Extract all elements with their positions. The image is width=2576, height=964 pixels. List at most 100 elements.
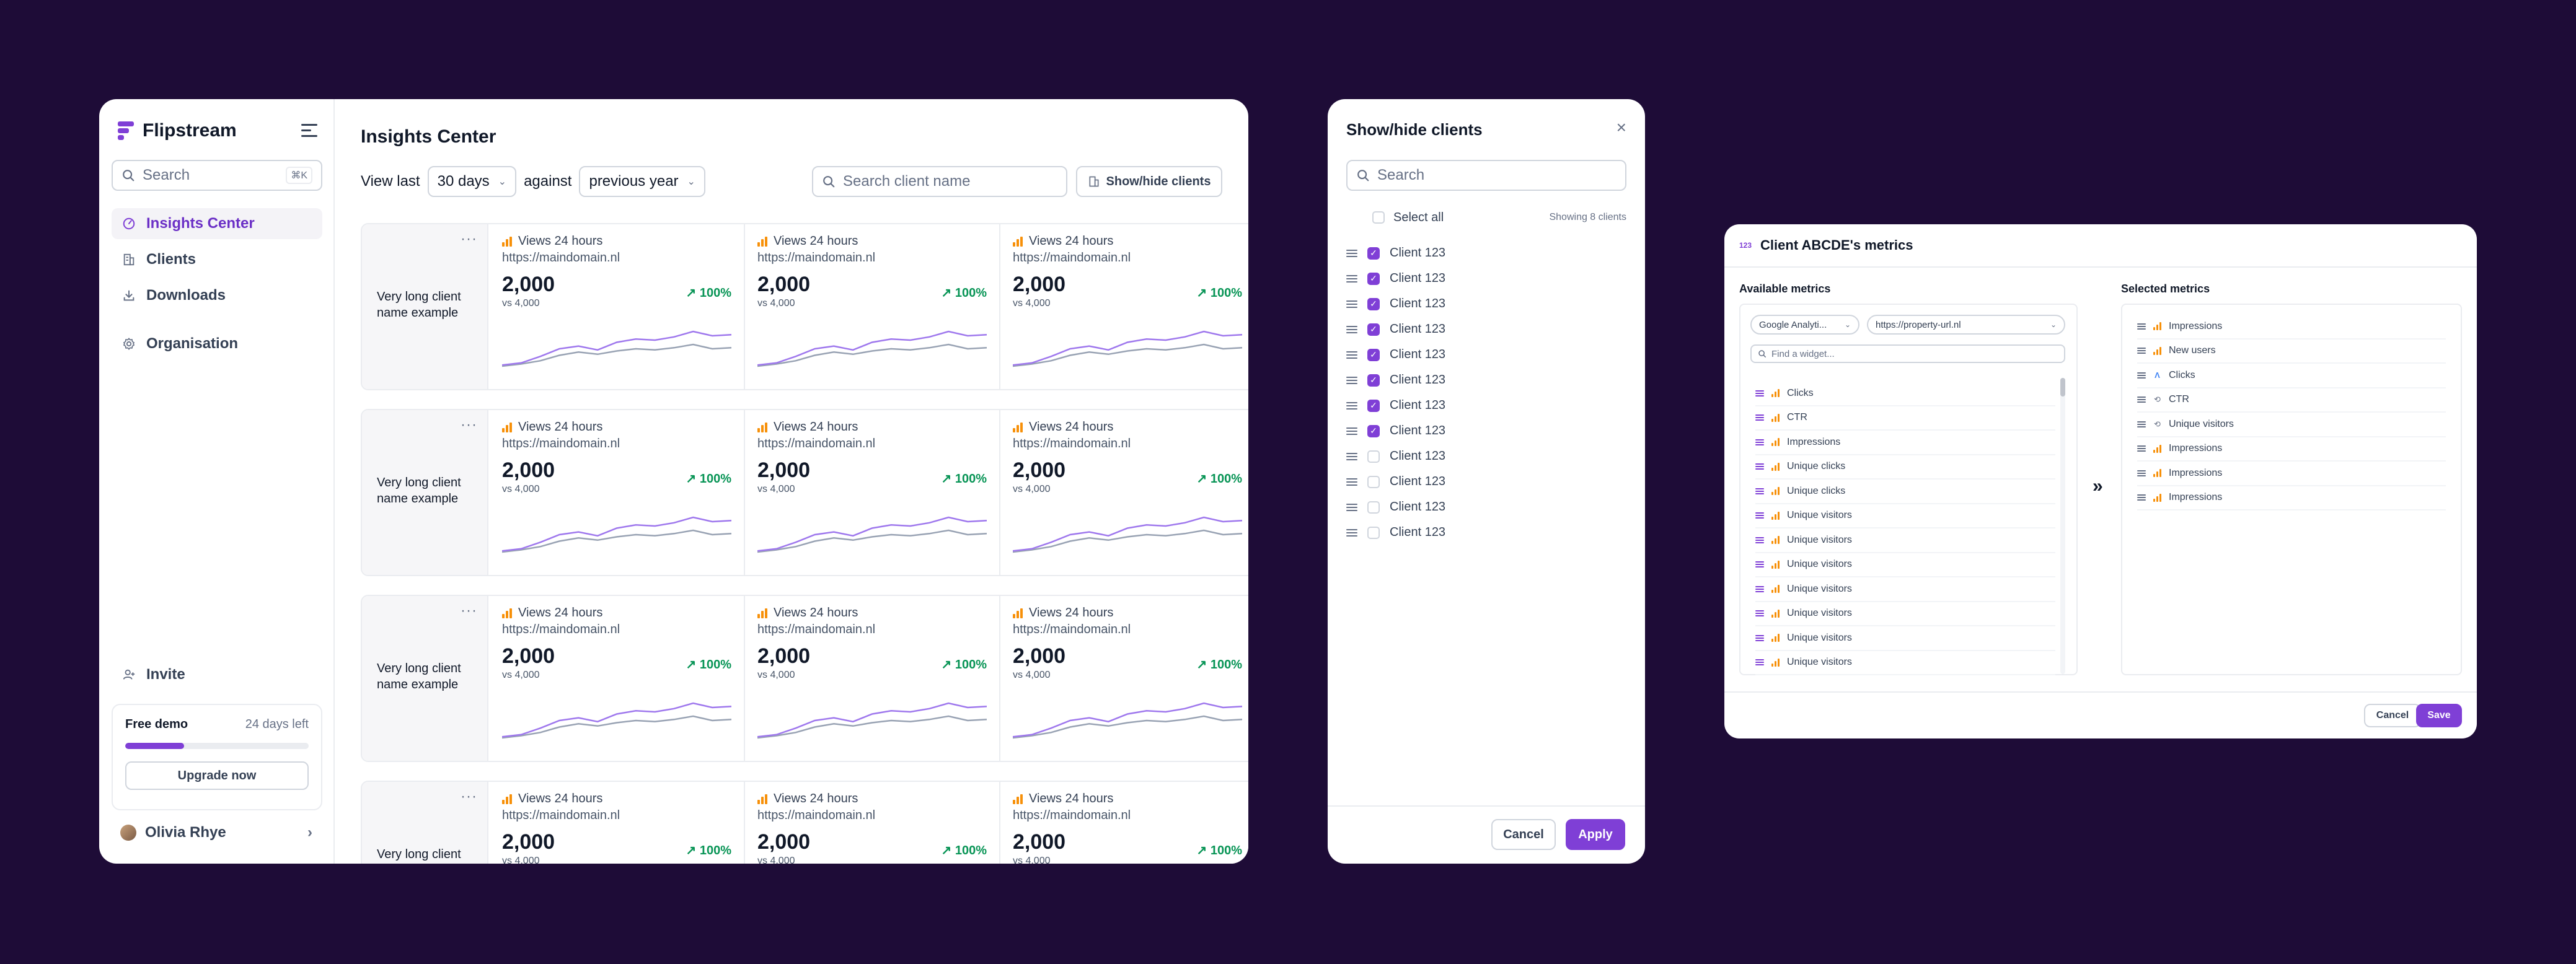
period-select[interactable]: 30 days ⌄ xyxy=(427,166,517,197)
selected-metric-item[interactable]: ⟲ Unique visitors xyxy=(2137,413,2446,437)
scrollbar-thumb[interactable] xyxy=(2060,378,2065,397)
drag-handle-icon[interactable] xyxy=(1755,659,1764,666)
cancel-button[interactable]: Cancel xyxy=(1491,819,1556,850)
client-list-item[interactable]: Client 123 xyxy=(1346,469,1626,494)
drag-handle-icon[interactable] xyxy=(1346,274,1357,283)
available-metric-item[interactable]: Unique visitors xyxy=(1755,602,2055,626)
metric-widget[interactable]: Views 24 hours https://maindomain.nl 2,000… xyxy=(490,782,745,864)
sidebar-item-clients[interactable]: Clients xyxy=(112,244,322,275)
client-list-item[interactable]: ✓ Client 123 xyxy=(1346,317,1626,342)
client-checkbox[interactable]: ✓ xyxy=(1367,297,1380,310)
drag-handle-icon[interactable] xyxy=(1755,537,1764,543)
sidebar-item-insights-center[interactable]: Insights Center xyxy=(112,208,322,239)
drag-handle-icon[interactable] xyxy=(2137,494,2146,501)
source-select[interactable]: Google Analyti... ⌄ xyxy=(1750,315,1859,335)
sidebar-item-organisation[interactable]: Organisation xyxy=(112,328,322,359)
client-checkbox[interactable]: ✓ xyxy=(1367,374,1380,387)
menu-toggle-icon[interactable] xyxy=(301,124,317,138)
drag-handle-icon[interactable] xyxy=(1755,610,1764,617)
invite-button[interactable]: Invite xyxy=(112,659,322,690)
available-metric-item[interactable]: Unique clicks xyxy=(1755,480,2055,504)
property-select[interactable]: https://property-url.nl ⌄ xyxy=(1867,315,2065,335)
drag-handle-icon[interactable] xyxy=(1346,401,1357,410)
selected-metric-item[interactable]: Impressions xyxy=(2137,462,2446,486)
available-metric-item[interactable]: Unique visitors xyxy=(1755,528,2055,553)
drag-handle-icon[interactable] xyxy=(1755,561,1764,568)
client-checkbox[interactable]: ✓ xyxy=(1367,424,1380,437)
metric-widget[interactable]: Views 24 hours https://maindomain.nl 2,000… xyxy=(1000,596,1248,761)
upgrade-now-button[interactable]: Upgrade now xyxy=(125,761,309,790)
drag-handle-icon[interactable] xyxy=(2137,445,2146,452)
clients-search-input[interactable]: Search xyxy=(1346,160,1626,191)
selected-metric-item[interactable]: New users xyxy=(2137,340,2446,364)
comparison-select[interactable]: previous year ⌄ xyxy=(579,166,705,197)
available-metric-item[interactable]: Unique visitors xyxy=(1755,504,2055,528)
drag-handle-icon[interactable] xyxy=(1346,528,1357,537)
client-checkbox[interactable] xyxy=(1367,450,1380,463)
selected-metric-item[interactable]: Impressions xyxy=(2137,486,2446,510)
drag-handle-icon[interactable] xyxy=(2137,421,2146,427)
drag-handle-icon[interactable] xyxy=(1755,463,1764,470)
save-button[interactable]: Save xyxy=(2416,704,2462,727)
available-metric-item[interactable]: CTR xyxy=(1755,406,2055,431)
client-checkbox[interactable]: ✓ xyxy=(1367,247,1380,260)
more-options-icon[interactable]: ··· xyxy=(461,602,477,619)
drag-handle-icon[interactable] xyxy=(1755,585,1764,592)
metric-widget[interactable]: Views 24 hours https://maindomain.nl 2,000… xyxy=(745,410,1000,575)
more-options-icon[interactable]: ··· xyxy=(461,230,477,247)
client-checkbox[interactable]: ✓ xyxy=(1367,323,1380,336)
drag-handle-icon[interactable] xyxy=(2137,470,2146,476)
available-metric-item[interactable]: Impressions xyxy=(1755,431,2055,455)
available-metric-item[interactable]: Unique visitors xyxy=(1755,626,2055,651)
available-metric-item[interactable]: Unique visitors xyxy=(1755,577,2055,602)
client-checkbox[interactable]: ✓ xyxy=(1367,272,1380,285)
chevrons-right-icon[interactable]: » xyxy=(2093,476,2103,496)
sidebar-search-input[interactable]: Search ⌘K xyxy=(112,160,322,191)
close-icon[interactable]: × xyxy=(1616,118,1626,137)
client-checkbox[interactable] xyxy=(1367,526,1380,539)
selected-metric-item[interactable]: Impressions xyxy=(2137,437,2446,462)
client-checkbox[interactable] xyxy=(1367,475,1380,488)
selected-metric-item[interactable]: Λ Clicks xyxy=(2137,364,2446,388)
available-metric-item[interactable]: Clicks xyxy=(1755,382,2055,406)
metric-widget[interactable]: Views 24 hours https://maindomain.nl 2,000… xyxy=(745,782,1000,864)
user-profile[interactable]: Olivia Rhye › xyxy=(120,824,312,841)
widget-search-input[interactable]: Find a widget... xyxy=(1750,344,2065,363)
drag-handle-icon[interactable] xyxy=(1346,300,1357,308)
sidebar-item-downloads[interactable]: Downloads xyxy=(112,280,322,311)
more-options-icon[interactable]: ··· xyxy=(461,788,477,805)
apply-button[interactable]: Apply xyxy=(1566,819,1625,850)
client-list-item[interactable]: ✓ Client 123 xyxy=(1346,367,1626,393)
drag-handle-icon[interactable] xyxy=(1346,452,1357,460)
client-list-item[interactable]: Client 123 xyxy=(1346,494,1626,520)
client-list-item[interactable]: Client 123 xyxy=(1346,520,1626,545)
drag-handle-icon[interactable] xyxy=(1755,488,1764,494)
drag-handle-icon[interactable] xyxy=(2137,348,2146,354)
selected-metric-item[interactable]: Impressions xyxy=(2137,315,2446,340)
drag-handle-icon[interactable] xyxy=(1755,390,1764,397)
client-search-input[interactable]: Search client name xyxy=(812,166,1067,197)
client-list-item[interactable]: ✓ Client 123 xyxy=(1346,266,1626,291)
selected-metric-item[interactable]: ⟲ CTR xyxy=(2137,388,2446,413)
available-metric-item[interactable]: Unique visitors xyxy=(1755,553,2055,577)
metric-widget[interactable]: Views 24 hours https://maindomain.nl 2,000… xyxy=(1000,224,1248,389)
drag-handle-icon[interactable] xyxy=(1755,439,1764,445)
cancel-button[interactable]: Cancel xyxy=(2364,704,2421,727)
drag-handle-icon[interactable] xyxy=(2137,397,2146,403)
available-list-scrollbar[interactable] xyxy=(2060,378,2065,674)
available-metric-item[interactable]: Unique visitors xyxy=(1755,651,2055,675)
available-metric-item[interactable]: Unique clicks xyxy=(1755,455,2055,480)
metric-widget[interactable]: Views 24 hours https://maindomain.nl 2,000… xyxy=(745,224,1000,389)
metric-widget[interactable]: Views 24 hours https://maindomain.nl 2,000… xyxy=(1000,410,1248,575)
client-checkbox[interactable]: ✓ xyxy=(1367,399,1380,412)
drag-handle-icon[interactable] xyxy=(1346,427,1357,435)
client-list-item[interactable]: ✓ Client 123 xyxy=(1346,240,1626,266)
client-list-item[interactable]: Client 123 xyxy=(1346,444,1626,469)
client-list-item[interactable]: ✓ Client 123 xyxy=(1346,291,1626,317)
drag-handle-icon[interactable] xyxy=(1346,376,1357,384)
metric-widget[interactable]: Views 24 hours https://maindomain.nl 2,000… xyxy=(490,596,745,761)
metric-widget[interactable]: Views 24 hours https://maindomain.nl 2,000… xyxy=(490,410,745,575)
logo[interactable]: Flipstream xyxy=(118,120,237,141)
client-checkbox[interactable] xyxy=(1367,501,1380,514)
drag-handle-icon[interactable] xyxy=(2137,323,2146,330)
